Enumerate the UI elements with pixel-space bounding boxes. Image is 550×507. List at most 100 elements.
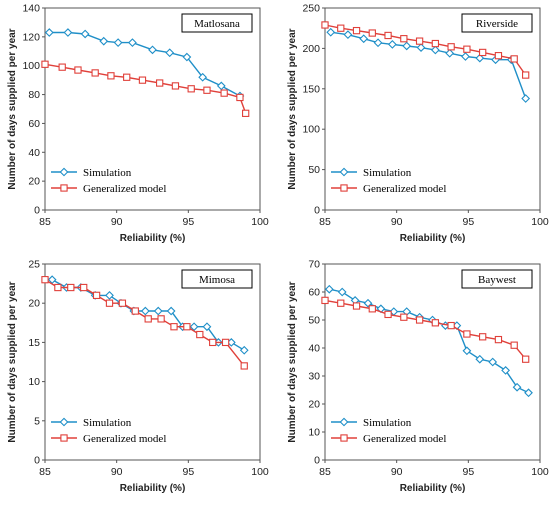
- data-point-generalized-model: [171, 82, 180, 90]
- data-point-simulation: [416, 43, 426, 52]
- data-point-simulation: [198, 72, 208, 82]
- y-tick-label: 60: [28, 118, 40, 130]
- x-tick-label: 85: [39, 466, 51, 478]
- data-point-generalized-model: [352, 302, 361, 310]
- data-point-simulation: [343, 30, 353, 40]
- legend-label: Generalized model: [83, 183, 166, 195]
- data-point-simulation: [166, 306, 176, 316]
- plot-frame: [44, 263, 261, 461]
- data-point-generalized-model: [236, 93, 244, 102]
- site-label-box: [461, 269, 533, 289]
- legend-marker: [340, 184, 348, 192]
- y-tick-label: 50: [308, 315, 320, 327]
- legend-marker: [59, 167, 69, 177]
- x-tick-label: 100: [531, 216, 549, 228]
- x-tick-label: 95: [462, 216, 474, 228]
- data-point-generalized-model: [510, 55, 518, 63]
- legend-marker: [59, 417, 69, 427]
- y-axis-title: Number of days supplied per year: [7, 28, 18, 189]
- data-point-generalized-model: [384, 310, 392, 319]
- site-label-box: [181, 269, 253, 289]
- data-point-generalized-model: [463, 330, 471, 338]
- data-point-simulation: [387, 39, 397, 49]
- data-point-simulation: [363, 298, 373, 308]
- y-axis-title: Number of days supplied per year: [287, 281, 298, 442]
- data-point-generalized-model: [41, 60, 49, 68]
- y-tick-label: 40: [28, 147, 40, 159]
- y-tick-label: 200: [302, 43, 320, 55]
- data-point-generalized-model: [157, 315, 165, 323]
- x-tick-label: 90: [391, 466, 403, 478]
- legend-marker: [339, 167, 349, 177]
- data-point-generalized-model: [92, 291, 101, 300]
- data-point-generalized-model: [170, 323, 178, 331]
- data-point-generalized-model: [447, 43, 455, 51]
- data-point-generalized-model: [107, 72, 115, 80]
- data-point-simulation: [105, 290, 114, 300]
- data-point-generalized-model: [415, 316, 424, 324]
- data-point-generalized-model: [321, 21, 329, 29]
- y-tick-label: 120: [22, 31, 40, 43]
- data-point-generalized-model: [203, 86, 211, 94]
- legend-label: Simulation: [83, 417, 132, 429]
- series-line-simulation: [49, 31, 241, 97]
- x-axis-title: Reliability (%): [400, 483, 466, 494]
- data-point-generalized-model: [479, 48, 487, 57]
- data-point-simulation: [63, 28, 73, 37]
- data-point-generalized-model: [74, 66, 82, 74]
- series-line-generalized-model: [44, 279, 245, 367]
- data-point-generalized-model: [479, 333, 487, 341]
- data-point-simulation: [153, 306, 163, 316]
- x-tick-label: 100: [251, 466, 269, 478]
- legend-label: Simulation: [83, 167, 132, 179]
- legend-marker: [340, 434, 348, 442]
- y-tick-label: 0: [314, 455, 320, 467]
- y-tick-label: 20: [308, 399, 320, 411]
- data-point-simulation: [324, 284, 334, 294]
- data-point-generalized-model: [105, 299, 114, 307]
- y-tick-label: 20: [28, 176, 40, 188]
- data-point-generalized-model: [220, 89, 228, 97]
- legend-label: Simulation: [363, 417, 412, 429]
- x-axis-title: Reliability (%): [400, 233, 466, 244]
- data-point-simulation: [337, 287, 347, 297]
- data-point-generalized-model: [91, 69, 99, 77]
- data-point-simulation: [501, 366, 510, 375]
- data-point-simulation: [148, 45, 157, 55]
- y-tick-label: 140: [22, 3, 40, 15]
- data-point-generalized-model: [368, 29, 376, 37]
- data-point-simulation: [475, 354, 485, 364]
- series-line-simulation: [51, 279, 245, 351]
- legend-label: Generalized model: [363, 183, 446, 195]
- data-point-generalized-model: [522, 71, 530, 79]
- data-point-simulation: [461, 52, 470, 61]
- site-label: Matlosana: [194, 18, 240, 30]
- data-point-simulation: [445, 48, 455, 58]
- data-point-generalized-model: [67, 283, 75, 292]
- data-point-generalized-model: [123, 73, 131, 81]
- x-tick-label: 85: [39, 216, 51, 228]
- data-point-simulation: [402, 41, 412, 51]
- plot-frame: [324, 7, 541, 211]
- data-point-simulation: [128, 38, 137, 48]
- x-tick-label: 90: [111, 466, 123, 478]
- plot-frame: [324, 263, 541, 461]
- data-point-simulation: [140, 306, 150, 316]
- data-point-generalized-model: [209, 338, 217, 347]
- data-point-generalized-model: [447, 321, 455, 330]
- y-tick-label: 25: [28, 259, 40, 271]
- legend-label: Simulation: [363, 167, 412, 179]
- x-tick-label: 85: [319, 466, 331, 478]
- y-tick-label: 250: [302, 3, 320, 15]
- site-label: Riverside: [476, 18, 518, 30]
- data-point-generalized-model: [138, 76, 147, 84]
- y-tick-label: 50: [308, 164, 320, 176]
- data-point-generalized-model: [400, 313, 408, 321]
- data-point-generalized-model: [494, 52, 503, 60]
- site-label: Baywest: [478, 274, 516, 286]
- data-point-generalized-model: [183, 323, 191, 331]
- y-tick-label: 10: [308, 427, 320, 439]
- data-point-simulation: [239, 345, 249, 355]
- data-point-generalized-model: [384, 31, 392, 40]
- data-point-simulation: [99, 36, 109, 46]
